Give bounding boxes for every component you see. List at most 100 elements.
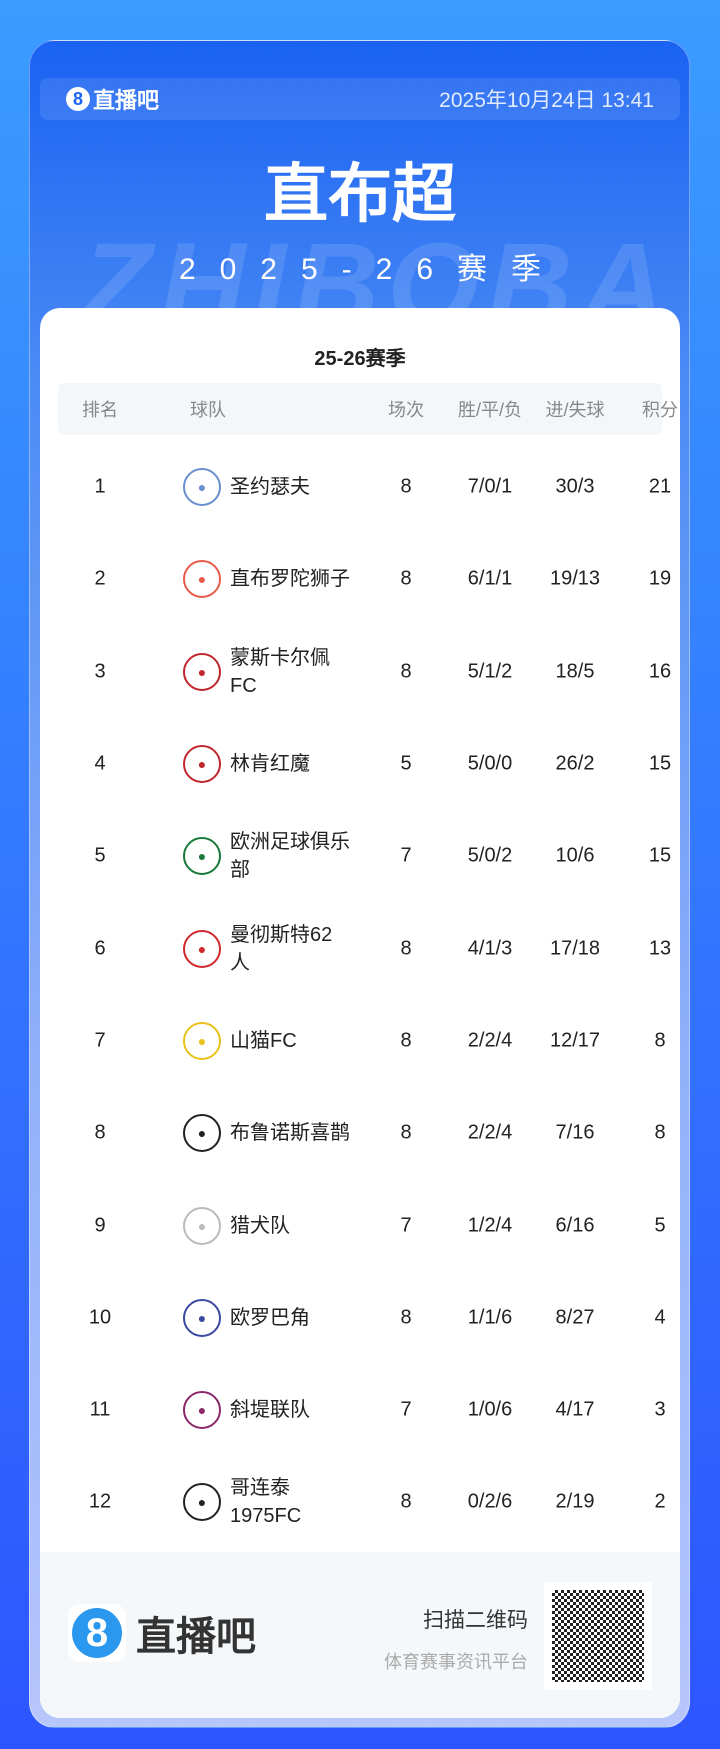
points: 16: [648, 660, 672, 683]
points: 19: [648, 567, 672, 590]
team-crest-icon: ●: [183, 745, 221, 784]
wdl: 0/2/6: [467, 1490, 513, 1513]
games: 8: [400, 937, 412, 960]
platform-label: 体育赛事资讯平台: [384, 1652, 528, 1672]
table-row: 6 ● 曼彻斯特62人 8 4/1/3 17/18 13: [58, 902, 671, 994]
table-header: 排名 球队 场次 胜/平/负 进/失球 积分: [58, 383, 678, 435]
games: 7: [400, 1398, 412, 1421]
team-crest-icon: ●: [183, 1206, 221, 1245]
points: 3: [654, 1398, 666, 1421]
games: 8: [400, 567, 412, 590]
standings-card: 25-26赛季 排名 球队 场次 胜/平/负 进/失球 积分 1 ● 圣约瑟夫 …: [40, 308, 680, 1718]
footer-brand: 直播吧: [136, 1615, 256, 1659]
table-row: 3 ● 蒙斯卡尔佩FC 8 5/1/2 18/5 16: [58, 626, 671, 718]
games: 8: [400, 660, 412, 683]
points: 8: [654, 1121, 666, 1144]
goals: 30/3: [555, 475, 595, 498]
col-games: 场次: [388, 400, 424, 420]
team-name: 斜堤联队: [230, 1399, 310, 1422]
team-crest-icon: ●: [183, 1021, 221, 1060]
rank: 4: [94, 752, 106, 775]
timestamp: 2025年10月24日 13:41: [439, 89, 654, 112]
team-name: 蒙斯卡尔佩FC: [230, 646, 330, 697]
goals: 12/17: [549, 1029, 601, 1052]
points: 4: [654, 1306, 666, 1329]
team-crest-icon: ●: [183, 468, 221, 507]
games: 8: [400, 1306, 412, 1329]
games: 8: [400, 1490, 412, 1513]
team-name: 布鲁诺斯喜鹊: [230, 1122, 350, 1145]
goals: 19/13: [549, 567, 601, 590]
rank: 10: [88, 1306, 112, 1329]
games: 5: [400, 752, 412, 775]
team-name: 林肯红魔: [230, 753, 310, 776]
table-row: 1 ● 圣约瑟夫 8 7/0/1 30/3 21: [58, 441, 671, 533]
rank: 1: [94, 475, 106, 498]
wdl: 5/1/2: [467, 660, 513, 683]
games: 8: [400, 1121, 412, 1144]
wdl: 5/0/0: [467, 752, 513, 775]
points: 15: [648, 844, 672, 867]
table-row: 9 ● 猎犬队 7 1/2/4 6/16 5: [58, 1179, 666, 1271]
goals: 4/17: [555, 1398, 595, 1421]
top-bar: 8 直播吧 2025年10月24日 13:41: [40, 78, 680, 120]
team-crest-icon: ●: [183, 1391, 221, 1430]
rank: 11: [89, 1398, 111, 1421]
league-title: 直布超: [264, 158, 456, 230]
games: 7: [400, 1214, 412, 1237]
rank: 7: [94, 1029, 106, 1052]
team-crest-icon: ●: [183, 1483, 221, 1522]
wdl: 1/0/6: [467, 1398, 513, 1421]
col-team: 球队: [190, 400, 226, 420]
points: 2: [654, 1490, 666, 1513]
team-crest-icon: ●: [183, 1114, 221, 1153]
rank: 12: [88, 1490, 112, 1513]
rank: 2: [94, 567, 106, 590]
wdl: 2/2/4: [467, 1121, 513, 1144]
wdl: 6/1/1: [467, 567, 513, 590]
goals: 10/6: [555, 844, 595, 867]
team-name: 曼彻斯特62人: [230, 923, 333, 974]
goals: 7/16: [555, 1121, 595, 1144]
table-row: 5 ● 欧洲足球俱乐部 7 5/0/2 10/6 15: [58, 810, 671, 902]
wdl: 7/0/1: [467, 475, 513, 498]
goals: 18/5: [555, 660, 595, 683]
wdl: 2/2/4: [467, 1029, 513, 1052]
table-subtitle: 25-26赛季: [314, 348, 406, 370]
team-name: 哥连泰1975FC: [230, 1477, 302, 1528]
goals: 17/18: [549, 937, 601, 960]
team-crest-icon: ●: [183, 1298, 221, 1337]
table-row: 11 ● 斜堤联队 7 1/0/6 4/17 3: [58, 1364, 666, 1456]
table-row: 12 ● 哥连泰1975FC 8 0/2/6 2/19 2: [58, 1456, 666, 1548]
points: 8: [654, 1029, 666, 1052]
table-row: 8 ● 布鲁诺斯喜鹊 8 2/2/4 7/16 8: [58, 1087, 666, 1179]
points: 21: [648, 475, 672, 498]
wdl: 4/1/3: [467, 937, 513, 960]
rank: 8: [94, 1121, 106, 1144]
watermark: ZHIBOBA: [80, 226, 660, 308]
team-crest-icon: ●: [183, 929, 221, 968]
col-rank: 排名: [82, 400, 118, 420]
team-crest-icon: ●: [183, 560, 221, 599]
footer-logo: 8 直播吧: [68, 1604, 256, 1662]
team-crest-icon: ●: [183, 652, 221, 691]
goals: 8/27: [555, 1306, 595, 1329]
table-body: 1 ● 圣约瑟夫 8 7/0/1 30/3 21 2 ● 直布罗陀狮子 8 6/1…: [58, 441, 671, 1549]
wdl: 5/0/2: [467, 844, 513, 867]
season-label: 2025-26赛季: [178, 253, 566, 286]
team-name: 猎犬队: [230, 1214, 290, 1237]
goals: 6/16: [555, 1214, 595, 1237]
points: 5: [654, 1214, 666, 1237]
table-row: 4 ● 林肯红魔 5 5/0/0 26/2 15: [58, 718, 671, 810]
goals: 2/19: [555, 1490, 595, 1513]
scan-label: 扫描二维码: [423, 1609, 528, 1632]
rank: 3: [94, 660, 106, 683]
rank: 5: [94, 844, 106, 867]
team-name: 欧罗巴角: [230, 1306, 310, 1329]
eight-logo-icon: 8: [66, 87, 90, 111]
team-name: 山猫FC: [230, 1029, 297, 1052]
table-row: 2 ● 直布罗陀狮子 8 6/1/1 19/13 19: [58, 533, 671, 625]
rank: 6: [94, 937, 106, 960]
games: 7: [400, 844, 412, 867]
points: 15: [648, 752, 672, 775]
